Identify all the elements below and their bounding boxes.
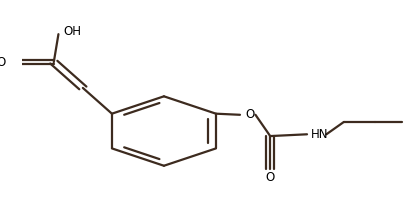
Text: O: O [245,108,254,121]
Text: OH: OH [63,25,81,39]
Text: O: O [0,56,5,69]
Text: HN: HN [310,128,327,141]
Text: O: O [265,170,274,184]
